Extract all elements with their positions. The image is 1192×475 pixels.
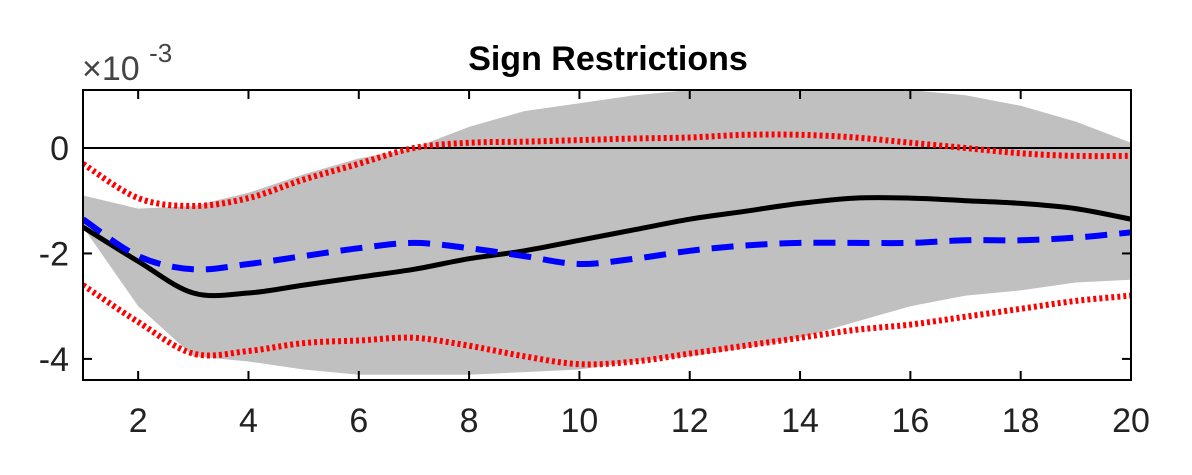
y-tick-label: -4 — [39, 341, 69, 379]
x-tick-label: 8 — [460, 402, 479, 440]
confidence-band — [83, 90, 1131, 375]
point-estimate-line — [83, 216, 1131, 273]
plot-frame — [82, 89, 1132, 381]
plot-area — [83, 90, 1131, 375]
x-tick-label: 14 — [781, 402, 819, 440]
y-tick-label: -2 — [39, 235, 69, 273]
x-tick-label: 2 — [129, 402, 148, 440]
upper-credible-line — [83, 131, 1131, 210]
x-tick-label: 10 — [561, 402, 599, 440]
lower-credible-line — [83, 282, 1131, 368]
y-tick-label: 0 — [50, 130, 69, 168]
x-tick-label: 6 — [349, 402, 368, 440]
median-response-line — [83, 195, 1131, 299]
x-tick-label: 12 — [671, 402, 709, 440]
chart-title: Sign Restrictions — [468, 40, 748, 78]
x-tick-label: 4 — [239, 402, 258, 440]
x-tick-label: 16 — [891, 402, 929, 440]
x-tick-label: 20 — [1112, 402, 1150, 440]
axes: 2 4 6 8 10 12 14 16 18 20 0 -2 -4 — [39, 89, 1150, 440]
exponent-base: ×10 — [82, 50, 140, 88]
x-tick-label: 18 — [1002, 402, 1040, 440]
axis-exponent-label: ×10 -3 — [82, 38, 172, 88]
exponent-power: -3 — [149, 38, 172, 68]
